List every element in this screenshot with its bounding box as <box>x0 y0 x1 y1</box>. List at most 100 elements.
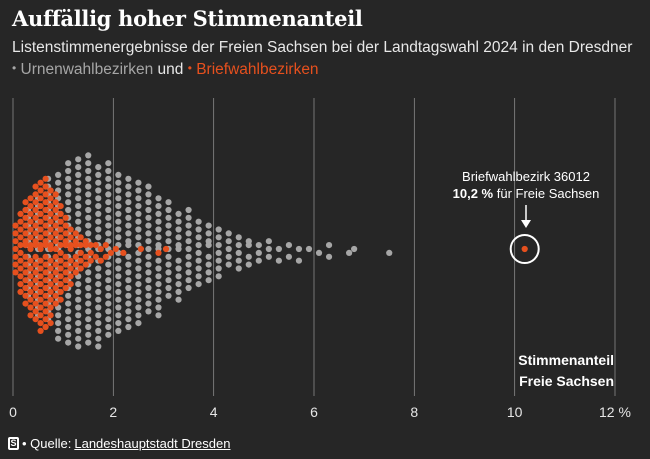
dots-brief-point <box>17 249 24 256</box>
dots-brief-point <box>47 203 54 210</box>
dots-urnen-point <box>175 265 182 272</box>
axis-title-line1: Stimmenanteil <box>518 352 614 368</box>
dots-urnen-point <box>95 312 102 319</box>
dots-urnen-point <box>125 191 132 198</box>
dots-urnen-point <box>175 242 182 249</box>
dots-urnen-point <box>175 218 182 225</box>
dots-urnen-point <box>125 292 132 299</box>
dots-brief-point <box>17 281 24 288</box>
dots-urnen-point <box>75 296 82 303</box>
dots-brief-point <box>27 210 34 217</box>
dots-urnen-point <box>195 218 202 225</box>
dots-urnen-point <box>65 160 72 167</box>
dots-brief-point <box>37 226 44 233</box>
dots-brief-point <box>12 253 19 260</box>
dots-brief-point <box>42 199 49 206</box>
dots-urnen-point <box>105 261 112 268</box>
dots-urnen-point <box>225 261 232 268</box>
dots-brief-point <box>27 281 34 288</box>
dots-urnen-point <box>105 300 112 307</box>
dots-urnen-point <box>255 249 262 256</box>
dots-brief-point <box>37 210 44 217</box>
dots-brief-point <box>62 269 69 276</box>
dots-brief-point <box>32 191 39 198</box>
source-link[interactable]: Landeshauptstadt Dresden <box>74 436 231 451</box>
dots-urnen-point <box>135 226 142 233</box>
dots-urnen-point <box>175 234 182 241</box>
dots-urnen-point <box>215 249 222 256</box>
dots-urnen-point <box>165 199 172 206</box>
dots-urnen-point <box>65 167 72 175</box>
dots-brief-point <box>37 281 44 288</box>
dots-urnen-point <box>325 242 333 249</box>
legend-und: und <box>157 61 184 78</box>
tick-label-4: 4 <box>210 404 218 420</box>
dots-urnen-point <box>185 284 192 292</box>
dots-brief-point <box>37 312 44 319</box>
dots-brief-point <box>32 199 39 206</box>
source-line: S • Quelle: Landeshauptstadt Dresden <box>8 436 230 451</box>
dots-brief-point <box>12 238 19 245</box>
dots-urnen-point <box>105 308 112 315</box>
dots-urnen-point <box>135 312 142 319</box>
dots-urnen-point <box>75 320 82 327</box>
dots-urnen-point <box>145 206 152 214</box>
tick-label-10: 10 <box>507 404 523 420</box>
dots-urnen-point <box>85 284 92 292</box>
dots-urnen-point <box>55 171 62 178</box>
dots-urnen-point <box>165 253 172 260</box>
dots-urnen-point <box>275 245 282 253</box>
dots-urnen-point <box>175 281 182 288</box>
dots-brief-point <box>42 214 49 221</box>
dots-urnen-point <box>115 210 122 217</box>
dots-brief-point <box>37 179 44 186</box>
dots-brief-point <box>22 206 29 214</box>
dots-brief-point <box>42 238 49 245</box>
dots-urnen-point <box>115 179 122 186</box>
dots-urnen-point <box>65 175 72 182</box>
dots-urnen-point <box>346 249 353 256</box>
dots-urnen-point <box>225 253 232 260</box>
tick-label-0: 0 <box>9 404 17 420</box>
dots-urnen-point <box>95 304 102 311</box>
dots-urnen-point <box>145 284 152 292</box>
dots-urnen-point <box>145 253 152 260</box>
dots-urnen-point <box>85 277 92 284</box>
dots-brief-point <box>112 245 119 253</box>
dots-urnen-point <box>75 327 82 334</box>
dots-brief-point <box>42 261 49 268</box>
dots-urnen-point <box>95 218 102 225</box>
dots-brief-point <box>57 257 64 264</box>
dots-brief-point <box>32 316 39 323</box>
dots-urnen-point <box>85 160 92 167</box>
dots-brief-point <box>47 234 54 241</box>
dots-urnen-point <box>65 300 72 307</box>
dots-urnen-point <box>95 327 102 334</box>
dots-brief-point <box>62 261 69 268</box>
dots-brief-point <box>22 292 29 299</box>
dots-urnen-point <box>165 284 172 292</box>
dots-urnen-point <box>125 277 132 284</box>
dots-urnen-point <box>95 273 102 280</box>
dots-urnen-point <box>95 164 102 171</box>
dots-brief-point <box>22 238 29 245</box>
dots-urnen-point <box>95 179 102 186</box>
dots-urnen-point <box>75 281 82 288</box>
dots-brief-point <box>77 265 84 272</box>
dots-urnen-point <box>125 175 132 182</box>
dots-brief-point <box>107 249 114 256</box>
dots-urnen-point <box>65 206 72 214</box>
dots-urnen-point <box>55 320 62 327</box>
dots-brief-point <box>42 323 49 331</box>
dots-brief-point <box>32 253 39 260</box>
dots-urnen-point <box>145 183 152 190</box>
dots-urnen-point <box>85 230 92 237</box>
dots-brief-point <box>42 308 49 315</box>
dots-urnen-point <box>165 292 172 299</box>
dots-urnen-point <box>95 234 102 241</box>
dots-urnen-point <box>115 296 122 303</box>
dots-brief-point <box>82 261 89 268</box>
dots-brief-point <box>17 265 24 272</box>
dots-urnen-point <box>75 171 82 178</box>
